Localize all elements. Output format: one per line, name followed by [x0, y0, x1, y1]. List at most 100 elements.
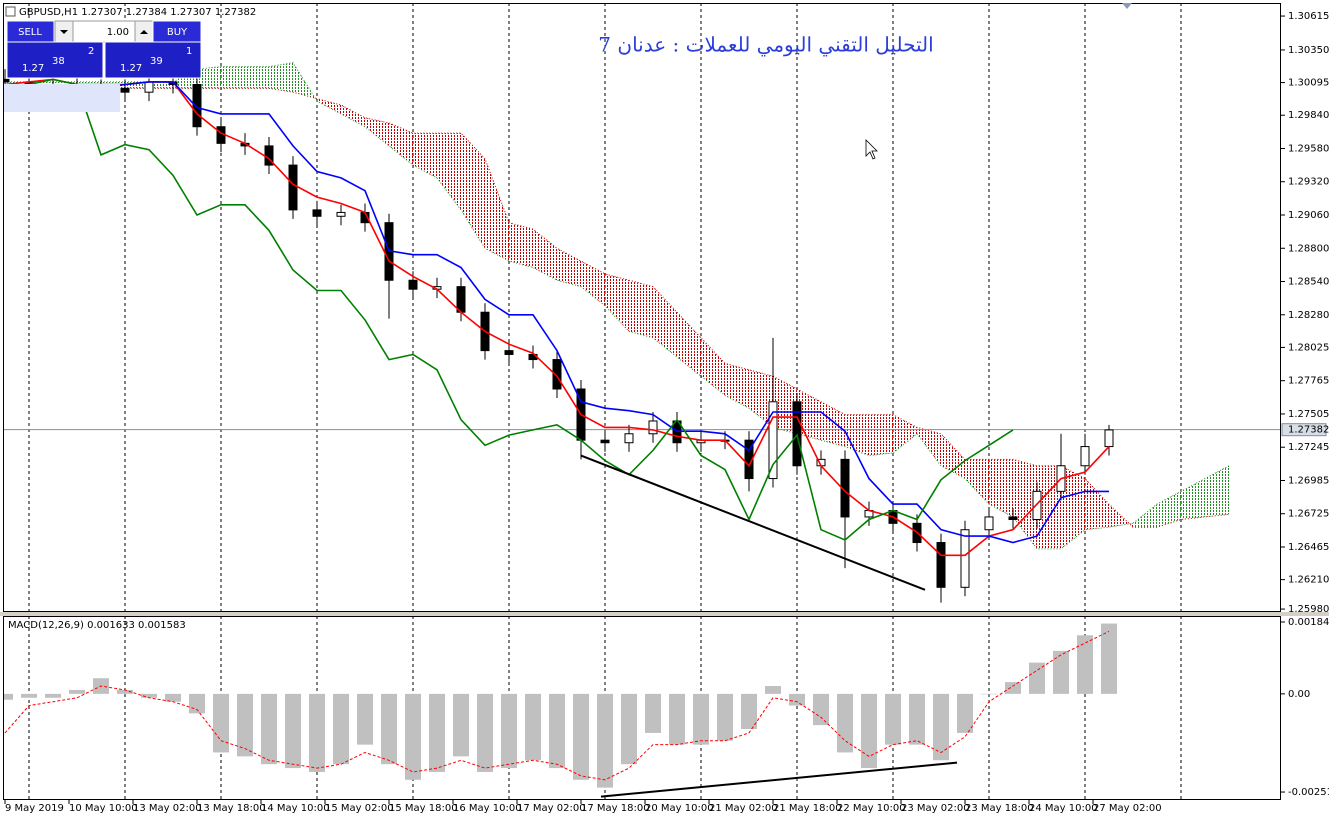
cloud-segment — [965, 459, 989, 505]
candle-body — [792, 401, 802, 467]
x-tick-label: 21 May 02:00 — [709, 803, 778, 814]
candle-body — [960, 529, 970, 588]
candle-body — [552, 359, 562, 390]
indicator-line — [5, 81, 1109, 544]
x-tick-label: 10 May 10:00 — [69, 803, 138, 814]
macd-bar — [621, 693, 637, 765]
macd-bar — [141, 693, 157, 698]
cloud-segment — [653, 286, 677, 358]
macd-bar — [261, 693, 277, 765]
macd-bar — [909, 693, 925, 745]
cloud-segment — [1061, 465, 1085, 549]
y-tick-label: 1.28540 — [1288, 277, 1329, 288]
macd-bar — [525, 693, 541, 761]
y-tick-label: 1.25980 — [1288, 604, 1329, 615]
candle-body — [984, 516, 994, 531]
macd-bar — [597, 693, 613, 788]
lot-value: 1.00 — [107, 27, 129, 38]
sell-price-box[interactable] — [6, 41, 104, 79]
y-tick-label: 1.29320 — [1288, 177, 1329, 188]
candle-body — [1080, 446, 1090, 467]
buy-label: BUY — [167, 27, 188, 38]
price-plot — [4, 4, 1280, 611]
y-tick-label: 1.29840 — [1288, 110, 1329, 121]
buy-price-box[interactable] — [104, 41, 202, 79]
candle-body — [1008, 516, 1018, 520]
y-tick-label: 0.00184 — [1288, 617, 1329, 628]
candle-body — [4, 78, 10, 83]
y-tick-label: 1.30095 — [1288, 78, 1329, 89]
cloud-span-b — [5, 87, 1230, 528]
macd-bar — [1029, 662, 1045, 694]
macd-bar — [957, 693, 973, 733]
macd-bar — [333, 693, 349, 765]
y-tick-label: 1.27765 — [1288, 376, 1329, 387]
cloud-segment — [557, 248, 581, 287]
cloud-segment — [1109, 504, 1133, 528]
candle-body — [120, 87, 130, 93]
cloud-segment — [797, 388, 821, 441]
y-tick-label: 1.29580 — [1288, 143, 1329, 154]
indicator-line — [4, 78, 1110, 557]
macd-bar — [189, 693, 205, 714]
trade-panel: SELL 1.00 BUY 1.27 38 2 1.27 39 1 — [6, 20, 202, 79]
mouse-cursor — [865, 139, 878, 160]
y-tick-label: 1.30350 — [1288, 45, 1329, 56]
macd-bar — [45, 693, 61, 698]
cloud-segment — [437, 133, 461, 210]
symbol-icon — [5, 6, 16, 17]
macd-bar — [381, 693, 397, 765]
macd-bar — [405, 693, 421, 780]
x-tick-label: 24 May 10:00 — [1029, 803, 1098, 814]
candle-body — [408, 279, 418, 290]
candle-body — [1032, 490, 1042, 520]
x-tick-label: 17 May 02:00 — [517, 803, 586, 814]
y-tick-label: 1.30615 — [1288, 11, 1329, 22]
macd-bar — [1053, 650, 1069, 694]
cloud-segment — [917, 427, 941, 466]
indicator-line — [4, 78, 1014, 541]
y-tick-label: 1.26725 — [1288, 509, 1329, 520]
cloud-segment — [749, 369, 773, 428]
macd-bar — [1101, 623, 1117, 694]
cloud-segment — [1181, 478, 1205, 520]
macd-bar — [837, 693, 853, 753]
y-tick-label: 1.28025 — [1288, 342, 1329, 353]
candle-body — [504, 350, 514, 355]
price-panel-frame — [3, 3, 1281, 612]
macd-bar — [813, 693, 829, 726]
candle-body — [768, 401, 778, 480]
shift-marker[interactable] — [1122, 3, 1132, 9]
x-tick-label: 23 May 18:00 — [965, 803, 1034, 814]
cloud-segment — [269, 62, 293, 93]
candle-body — [456, 286, 466, 313]
trendline — [600, 761, 958, 798]
sell-price-big: 1.27 — [22, 63, 44, 74]
cloud-segment — [221, 66, 245, 89]
panel-separator — [0, 612, 1329, 616]
candle-body — [1104, 429, 1114, 448]
macd-bar — [549, 693, 565, 769]
macd-bar — [237, 693, 253, 757]
y-tick-label: 1.26210 — [1288, 575, 1329, 586]
sell-label: SELL — [18, 27, 42, 38]
lot-down-arrow — [60, 30, 68, 34]
cloud-segment — [773, 376, 797, 434]
cloud-segment — [197, 66, 221, 89]
macd-bar — [69, 689, 85, 694]
macd-bar — [21, 693, 37, 698]
cloud-segment — [629, 280, 653, 338]
macd-bar — [117, 689, 133, 694]
candle-body — [144, 81, 154, 93]
macd-bar — [165, 693, 181, 702]
macd-bar — [309, 693, 325, 772]
macd-bar — [1077, 635, 1093, 694]
y-tick-label: 1.27505 — [1288, 409, 1329, 420]
candle-body — [936, 542, 946, 588]
chart-title: التحليل التقني اليومي للعملات : عدنان 7 — [598, 33, 933, 57]
cloud-segment — [245, 66, 269, 89]
candle-body — [288, 164, 298, 211]
candle-body — [192, 83, 202, 128]
